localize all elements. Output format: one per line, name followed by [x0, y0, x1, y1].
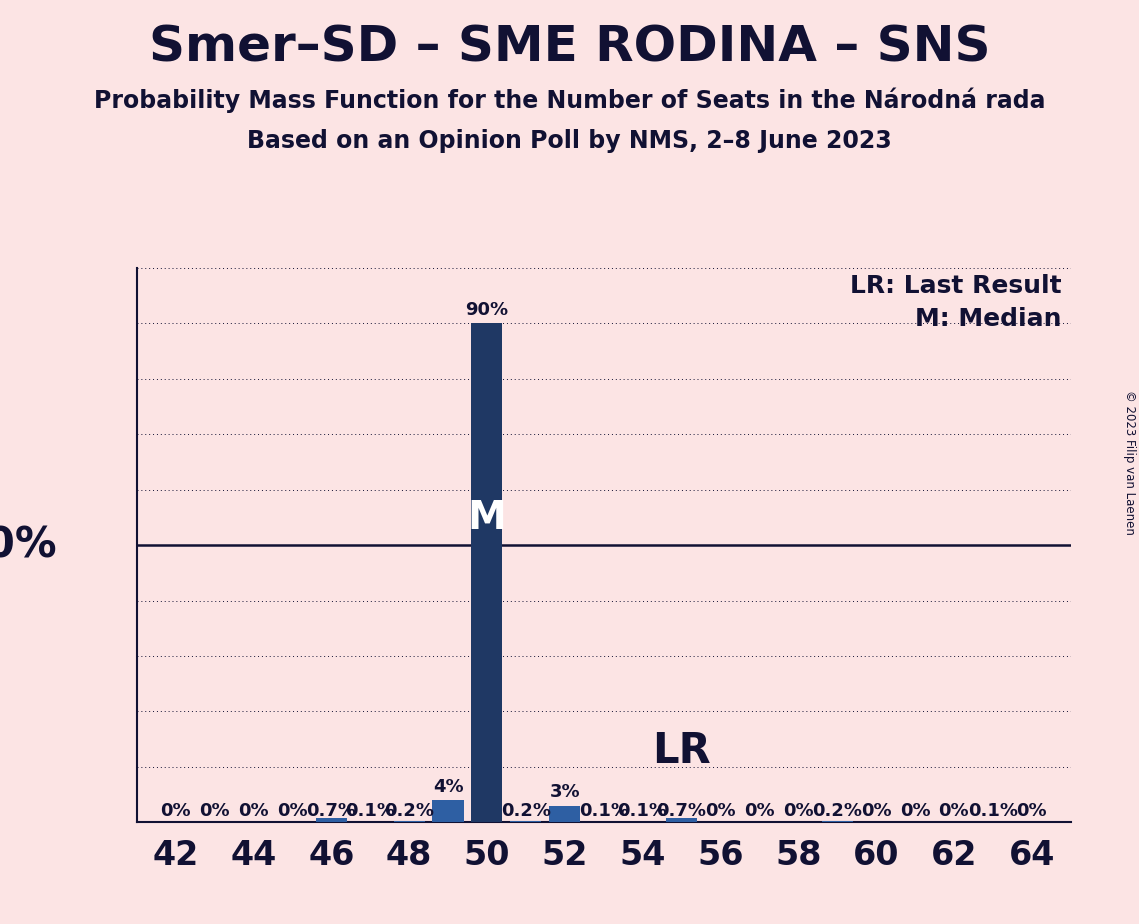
Text: 4%: 4% [433, 778, 464, 796]
Text: 0%: 0% [705, 802, 736, 820]
Text: 0.1%: 0.1% [345, 802, 395, 820]
Bar [394, 821, 425, 822]
Bar [433, 800, 464, 822]
Text: 0%: 0% [900, 802, 931, 820]
Text: 0%: 0% [939, 802, 969, 820]
Bar [666, 819, 697, 822]
Text: Based on an Opinion Poll by NMS, 2–8 June 2023: Based on an Opinion Poll by NMS, 2–8 Jun… [247, 129, 892, 153]
Bar [510, 821, 541, 822]
Text: 0%: 0% [861, 802, 892, 820]
Text: 0%: 0% [1016, 802, 1047, 820]
Bar [549, 806, 580, 822]
Bar [472, 323, 502, 822]
Text: 90%: 90% [466, 301, 508, 319]
Text: 0.7%: 0.7% [656, 802, 706, 820]
Text: 0.7%: 0.7% [306, 802, 357, 820]
Text: 0%: 0% [782, 802, 813, 820]
Text: Probability Mass Function for the Number of Seats in the Národná rada: Probability Mass Function for the Number… [93, 88, 1046, 114]
Text: 50%: 50% [0, 524, 57, 566]
Bar [316, 819, 347, 822]
Text: © 2023 Filip van Laenen: © 2023 Filip van Laenen [1123, 390, 1136, 534]
Text: 0.1%: 0.1% [968, 802, 1018, 820]
Text: LR: Last Result: LR: Last Result [850, 274, 1062, 298]
Text: 0%: 0% [277, 802, 308, 820]
Text: LR: LR [653, 731, 711, 772]
Text: 0.1%: 0.1% [617, 802, 667, 820]
Text: M: Median: M: Median [915, 307, 1062, 331]
Text: 0%: 0% [744, 802, 775, 820]
Text: 0%: 0% [161, 802, 191, 820]
Text: 0%: 0% [238, 802, 269, 820]
Text: 0.2%: 0.2% [501, 802, 551, 820]
Text: 0%: 0% [199, 802, 230, 820]
Text: 0.2%: 0.2% [812, 802, 862, 820]
Text: 0.1%: 0.1% [579, 802, 629, 820]
Text: M: M [467, 499, 507, 537]
Bar [821, 821, 853, 822]
Text: 3%: 3% [549, 784, 580, 801]
Text: 0.2%: 0.2% [384, 802, 434, 820]
Text: Smer–SD – SME RODINA – SNS: Smer–SD – SME RODINA – SNS [149, 23, 990, 71]
